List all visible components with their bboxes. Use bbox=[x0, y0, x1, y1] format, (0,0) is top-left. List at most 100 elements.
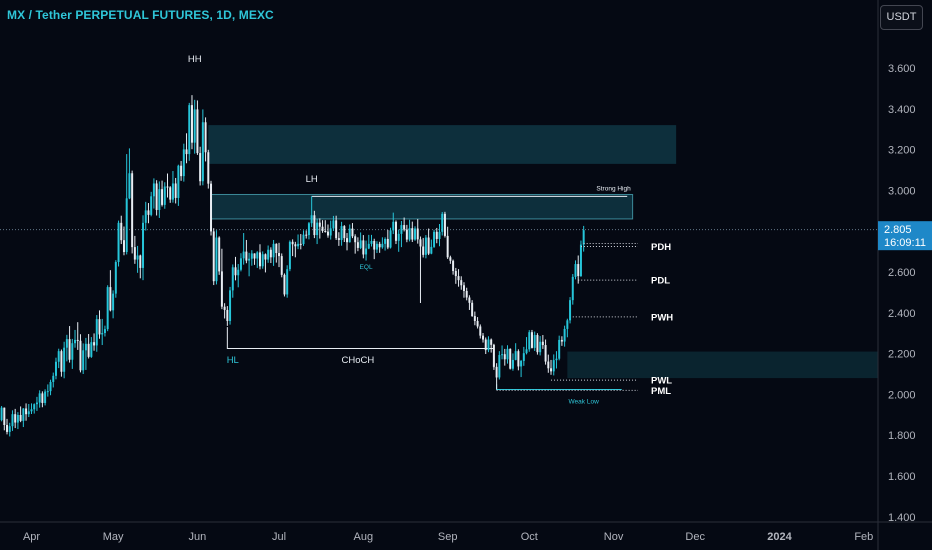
candle-body bbox=[133, 247, 136, 260]
candle-body bbox=[125, 198, 128, 253]
level-label-pml: PML bbox=[651, 386, 671, 397]
candle-body bbox=[114, 262, 117, 294]
candle-body bbox=[220, 271, 223, 307]
candle bbox=[324, 220, 327, 233]
currency-button[interactable]: USDT bbox=[880, 5, 923, 30]
candle bbox=[215, 230, 218, 285]
candle-body bbox=[120, 222, 123, 241]
candle bbox=[433, 229, 436, 248]
candle-body bbox=[79, 340, 82, 371]
candle-body bbox=[16, 415, 19, 423]
candle bbox=[530, 329, 533, 349]
time-tick-label: Oct bbox=[521, 531, 538, 543]
candle-body bbox=[0, 407, 3, 421]
candle-body bbox=[239, 258, 242, 270]
candle bbox=[528, 330, 531, 352]
candle bbox=[117, 220, 120, 267]
candle-body bbox=[250, 253, 253, 259]
candle-body bbox=[460, 280, 463, 286]
candle bbox=[229, 286, 232, 325]
candle bbox=[161, 180, 164, 207]
candle bbox=[305, 230, 308, 239]
candle bbox=[256, 251, 259, 268]
candle-body bbox=[63, 347, 66, 372]
level-pml: PML bbox=[496, 386, 671, 397]
candle bbox=[68, 326, 71, 363]
candle bbox=[63, 341, 66, 379]
candle bbox=[122, 226, 125, 256]
candle bbox=[443, 211, 446, 238]
candle-body bbox=[299, 243, 302, 245]
candle-body bbox=[52, 375, 55, 382]
candle-body bbox=[204, 122, 207, 153]
candle bbox=[582, 225, 585, 252]
candle bbox=[14, 408, 17, 429]
candle bbox=[370, 234, 373, 247]
candle-body bbox=[95, 319, 98, 346]
candle bbox=[332, 215, 335, 231]
candle bbox=[218, 236, 221, 275]
candle-body bbox=[452, 260, 455, 271]
candle bbox=[547, 354, 550, 373]
candle bbox=[571, 274, 574, 305]
candle-body bbox=[90, 342, 93, 357]
candle bbox=[185, 133, 188, 164]
supply-demand-zone bbox=[208, 125, 677, 164]
candle bbox=[11, 410, 14, 431]
candle bbox=[248, 252, 251, 277]
candle-body bbox=[30, 409, 33, 412]
candle bbox=[340, 221, 343, 246]
candle-body bbox=[577, 264, 580, 277]
candle-body bbox=[98, 319, 101, 335]
price-tick-label: 3.000 bbox=[888, 185, 916, 197]
candle bbox=[313, 210, 316, 239]
candle-body bbox=[346, 238, 349, 243]
candle bbox=[454, 267, 457, 284]
candle-body bbox=[482, 335, 485, 340]
candle bbox=[435, 227, 438, 244]
candle-body bbox=[332, 220, 335, 229]
candle-body bbox=[552, 360, 555, 372]
candle bbox=[476, 317, 479, 329]
candle bbox=[359, 232, 362, 250]
time-tick-label: Dec bbox=[685, 531, 705, 543]
candle bbox=[329, 220, 332, 240]
candle-body bbox=[215, 237, 218, 282]
candle-body bbox=[6, 425, 9, 432]
candle-body bbox=[68, 339, 71, 360]
candle-body bbox=[19, 415, 22, 421]
candle bbox=[120, 215, 123, 245]
candle bbox=[133, 235, 136, 264]
candle-body bbox=[207, 152, 210, 184]
candle bbox=[87, 334, 90, 359]
countdown-label: 16:09:11 bbox=[884, 237, 926, 249]
candle-body bbox=[438, 231, 441, 239]
candle bbox=[180, 161, 183, 181]
candle bbox=[400, 221, 403, 248]
candle-body bbox=[435, 231, 438, 239]
candle-body bbox=[579, 244, 582, 277]
candle bbox=[158, 181, 161, 218]
candle-body bbox=[582, 230, 585, 245]
candle bbox=[310, 196, 313, 227]
candle bbox=[190, 95, 193, 150]
candle bbox=[389, 227, 392, 249]
candle bbox=[484, 337, 487, 355]
candle-body bbox=[405, 229, 408, 240]
candle-body bbox=[258, 252, 261, 267]
candle-body bbox=[8, 426, 11, 432]
candle bbox=[109, 270, 112, 312]
level-label-pwh: PWH bbox=[651, 312, 673, 323]
candle bbox=[514, 343, 517, 361]
structure-label-eql: EQL bbox=[360, 264, 373, 271]
candle bbox=[427, 228, 430, 256]
time-tick-label: 2024 bbox=[767, 531, 792, 543]
candle bbox=[498, 351, 501, 380]
candle-body bbox=[394, 221, 397, 241]
candle-body bbox=[381, 243, 384, 248]
candle bbox=[503, 348, 506, 366]
candle-body bbox=[541, 341, 544, 346]
